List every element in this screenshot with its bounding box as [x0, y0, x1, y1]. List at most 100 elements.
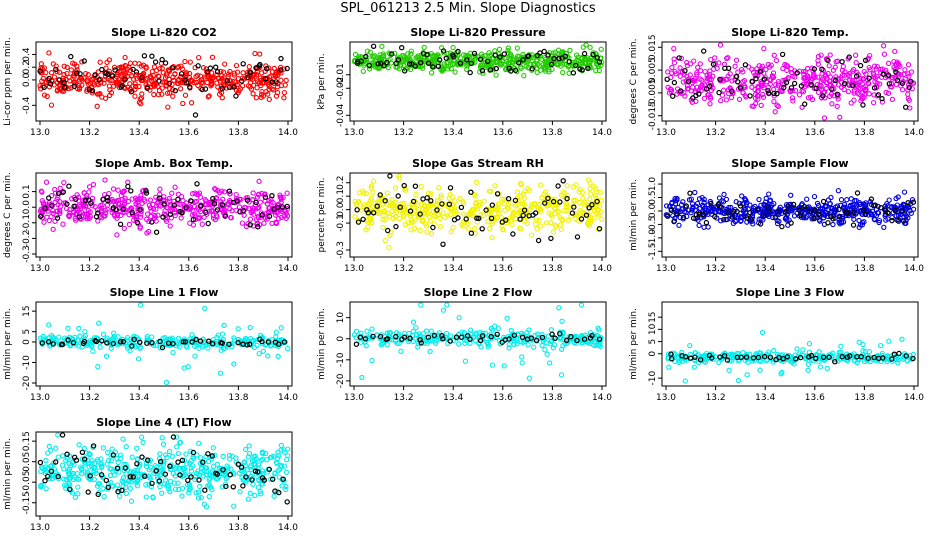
panel-8-point-black — [393, 333, 399, 340]
panel-3-point — [760, 91, 766, 98]
panel-2-point — [479, 62, 486, 68]
panel-1-point — [170, 74, 176, 80]
panel-8-point-black — [533, 337, 540, 343]
panel-4-point-black — [156, 195, 163, 201]
panel-1-point — [106, 83, 113, 89]
panel-4-point — [83, 204, 89, 210]
panel-4-point-black — [226, 188, 233, 194]
panel-5-point-black — [521, 207, 528, 213]
panel-10-point — [206, 493, 212, 500]
panel-3-point-black — [771, 90, 777, 97]
panel-3-point-black — [664, 76, 670, 83]
panel-5-point — [561, 207, 567, 214]
panel-4-point-black — [222, 213, 229, 219]
panel-1-point-black — [247, 69, 254, 76]
panel-4-ytick-label: -0.1 — [22, 214, 32, 232]
panel-5-point — [582, 199, 588, 205]
panel-5-point — [597, 189, 603, 195]
panel-2-point — [521, 73, 527, 79]
panel-10-point — [246, 443, 252, 449]
panel-8-point — [420, 340, 427, 346]
panel-5-xtick-label: 13.6 — [493, 264, 513, 274]
panel-3-point — [732, 63, 738, 69]
panel-8-point — [514, 337, 520, 344]
panel-9-points — [665, 329, 916, 384]
panel-1-point — [200, 65, 207, 71]
panel-10-point — [108, 457, 115, 464]
panel-4-point — [110, 186, 117, 192]
panel-7-point-black — [137, 339, 143, 346]
panel-7-point — [170, 349, 176, 356]
panel-2-point-black — [493, 65, 499, 72]
panel-5-point-black — [354, 207, 360, 213]
panel-5-ytick-label: 0.1 — [336, 189, 346, 203]
panel-1-point — [121, 77, 127, 83]
panel-1-point — [253, 72, 260, 78]
panel-6-point-black — [774, 208, 781, 215]
panel-6-point-black — [737, 203, 744, 209]
panel-9-point-black — [709, 355, 715, 361]
panel-3-point — [871, 74, 877, 80]
panel-6-point-black — [910, 199, 917, 205]
panel-1-point — [179, 66, 186, 72]
panel-1-point-black — [240, 61, 246, 67]
panel-5-point — [578, 210, 584, 216]
panel-4-point — [206, 201, 212, 208]
panel-5-point-black — [468, 189, 474, 195]
panel-3-point-black — [791, 80, 798, 87]
panel-7-point — [265, 353, 271, 359]
panel-6-point — [804, 196, 810, 202]
panel-2-xtick-label: 13.4 — [443, 128, 463, 138]
panel-4-point — [257, 199, 263, 205]
panel-3-point-black — [685, 78, 692, 85]
panel-5-point-black — [532, 210, 539, 216]
panel-10-point — [108, 452, 114, 458]
panel-7-point — [135, 356, 142, 362]
panel-5-point-black — [542, 200, 548, 206]
panel-3-point-black — [682, 67, 688, 74]
panel-2-point-black — [548, 61, 555, 68]
panel-8-point — [504, 315, 510, 321]
panel-4-point — [115, 197, 122, 203]
panel-9-point — [805, 361, 812, 368]
panel-5-point — [535, 204, 542, 211]
panel-10-point — [110, 468, 116, 474]
panel-1-point — [104, 59, 110, 66]
panel-1-point — [138, 63, 144, 69]
panel-3-point — [760, 94, 767, 100]
panel-1-point — [228, 78, 234, 84]
panel-4-point — [122, 198, 128, 204]
panel-3-point — [740, 69, 746, 75]
panel-8-point — [489, 362, 496, 368]
panel-8-point-black — [488, 334, 494, 340]
panel-3-point-black — [860, 102, 866, 108]
panel-5-point-black — [548, 235, 554, 242]
panel-3-point — [697, 61, 703, 67]
panel-3-point-black — [704, 86, 710, 92]
panel-5-point — [580, 195, 586, 201]
panel-3-point — [761, 45, 767, 52]
panel-2-point-black — [545, 52, 551, 58]
panel-8-point-black — [377, 333, 384, 340]
panel-4-point — [147, 197, 154, 203]
panel-1-point-black — [159, 56, 165, 63]
panel-5-point-black — [483, 207, 489, 213]
panel-4-point — [202, 201, 208, 207]
panel-3-point-black — [808, 81, 814, 88]
panel-4-point-black — [105, 197, 111, 204]
panel-5-xtick-label: 13.4 — [443, 264, 463, 274]
panel-1-xtick-label: 13.0 — [30, 128, 50, 138]
panel-4-point — [121, 225, 127, 232]
panel-4-point — [44, 214, 50, 220]
panel-4-point — [156, 202, 162, 208]
panel-9-point — [759, 329, 766, 336]
panel-7-point-black — [205, 338, 212, 344]
panel-5-point-black — [401, 182, 407, 189]
panel-6-point — [844, 197, 850, 203]
panel-9-xtick-label: 13.8 — [854, 393, 874, 403]
panel-6-point — [868, 212, 875, 218]
panel-9-point-black — [784, 354, 791, 360]
panel-9-point-black — [724, 357, 731, 363]
panel-9-ytick-label: 10 — [648, 323, 658, 335]
